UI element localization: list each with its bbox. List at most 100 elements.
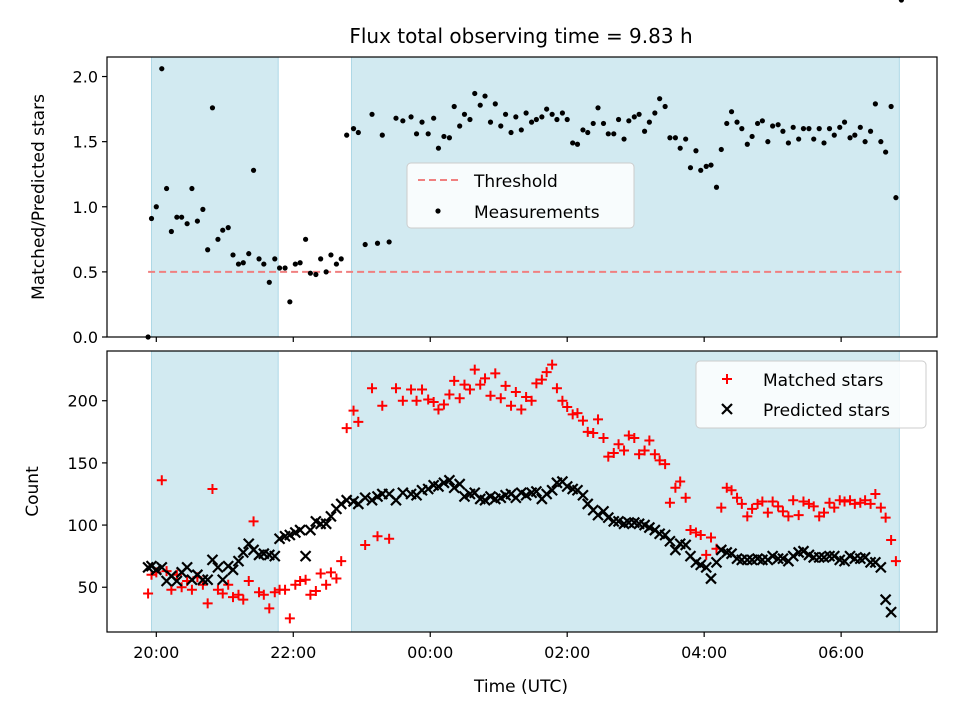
measurement-point xyxy=(297,260,303,266)
measurement-point xyxy=(272,256,278,262)
measurement-point xyxy=(621,136,627,142)
measurement-point xyxy=(631,114,637,120)
matched-star-point xyxy=(660,459,671,470)
predicted-star-point xyxy=(335,498,347,510)
measurement-point xyxy=(883,149,889,155)
top-legend-box xyxy=(406,162,635,229)
predicted-star-point xyxy=(700,561,712,574)
x-tick-label: 02:00 xyxy=(544,643,590,662)
measurement-point xyxy=(261,261,267,267)
matched-star-point xyxy=(258,589,269,600)
measurement-point xyxy=(785,140,791,146)
matched-star-point xyxy=(608,447,619,458)
matched-star-point xyxy=(788,495,799,506)
measurement-point xyxy=(564,116,570,123)
predicted-star-point xyxy=(540,488,553,500)
matched-star-point xyxy=(757,496,768,507)
predicted-star-point xyxy=(304,524,317,536)
predicted-star-point xyxy=(227,564,239,576)
measurement-point xyxy=(153,204,159,210)
matched-star-point xyxy=(742,511,753,522)
matched-star-point xyxy=(360,539,371,550)
matched-star-point xyxy=(875,502,886,513)
measurement-point xyxy=(775,122,781,128)
matched-star-point xyxy=(572,408,583,419)
measurement-point xyxy=(451,103,457,110)
matched-star-point xyxy=(428,396,439,407)
measurement-point xyxy=(292,261,298,267)
matched-star-point xyxy=(547,359,558,370)
matched-star-point xyxy=(582,426,593,437)
measurement-point xyxy=(888,103,894,110)
legend-threshold-label: Threshold xyxy=(473,172,558,192)
measurement-point xyxy=(698,167,704,173)
predicted-star-point xyxy=(879,593,892,606)
matched-star-point xyxy=(736,498,747,509)
matched-star-point xyxy=(793,510,804,521)
predicted-star-point xyxy=(197,574,209,586)
measurement-point xyxy=(662,103,668,110)
matched-star-point xyxy=(890,556,901,567)
matched-star-point xyxy=(433,404,444,415)
predicted-star-point xyxy=(448,481,460,494)
matched-star-point xyxy=(310,585,321,596)
measurement-point xyxy=(184,221,190,227)
measurement-point xyxy=(626,118,632,124)
measurement-point xyxy=(559,110,566,116)
matched-star-point xyxy=(824,497,835,508)
matched-star-point xyxy=(747,503,758,514)
measurement-point xyxy=(179,214,185,220)
matched-star-point xyxy=(541,367,552,378)
measurement-point xyxy=(580,127,586,133)
matched-star-point xyxy=(156,475,167,486)
measurement-point xyxy=(230,252,236,258)
matched-star-point xyxy=(500,380,511,391)
measurement-point xyxy=(276,265,283,271)
legend-predicted-label: Predicted stars xyxy=(763,401,890,421)
measurement-point xyxy=(821,140,827,146)
measurement-point xyxy=(595,105,601,111)
x-tick-label: 06:00 xyxy=(818,643,864,662)
predicted-star-point xyxy=(453,478,466,490)
predicted-star-point xyxy=(679,539,692,551)
matched-star-point xyxy=(551,383,562,394)
legend-matched-swatch xyxy=(722,374,732,384)
measurement-point xyxy=(539,114,545,120)
measurement-point xyxy=(205,247,211,253)
matched-star-point xyxy=(348,405,359,416)
matched-star-point xyxy=(384,533,395,544)
matched-star-point xyxy=(248,516,259,527)
matched-star-point xyxy=(870,488,881,499)
bottom-legend: Matched stars Predicted stars xyxy=(695,360,927,429)
measurement-point xyxy=(749,133,755,140)
measurement-point xyxy=(574,141,581,147)
measurement-point xyxy=(518,127,524,133)
measurement-point xyxy=(544,106,550,112)
measurement-point xyxy=(615,116,622,123)
measurement-point xyxy=(677,145,683,151)
bottom-y-tick-label: 150 xyxy=(67,454,98,473)
matched-star-point xyxy=(716,502,727,513)
matched-star-point xyxy=(444,389,455,400)
matched-star-point xyxy=(353,416,364,427)
measurement-point xyxy=(215,236,221,242)
measurement-point xyxy=(513,114,519,120)
predicted-star-point xyxy=(320,518,332,530)
matched-star-point xyxy=(521,392,532,403)
matched-star-point xyxy=(280,584,291,595)
matched-star-point xyxy=(675,476,686,487)
predicted-star-point xyxy=(156,561,168,574)
matched-star-point xyxy=(516,404,527,415)
matched-star-point xyxy=(397,395,408,406)
top-legend: Threshold Measurements xyxy=(406,162,635,229)
measurement-point xyxy=(148,215,155,222)
predicted-star-point xyxy=(797,545,810,557)
matched-star-point xyxy=(726,485,737,496)
measurement-point xyxy=(246,251,252,257)
matched-star-point xyxy=(654,455,665,466)
matched-star-point xyxy=(238,594,249,605)
matched-star-point xyxy=(567,409,578,420)
matched-star-point xyxy=(321,579,332,590)
measurement-point xyxy=(872,101,878,107)
matched-star-point xyxy=(880,512,891,523)
